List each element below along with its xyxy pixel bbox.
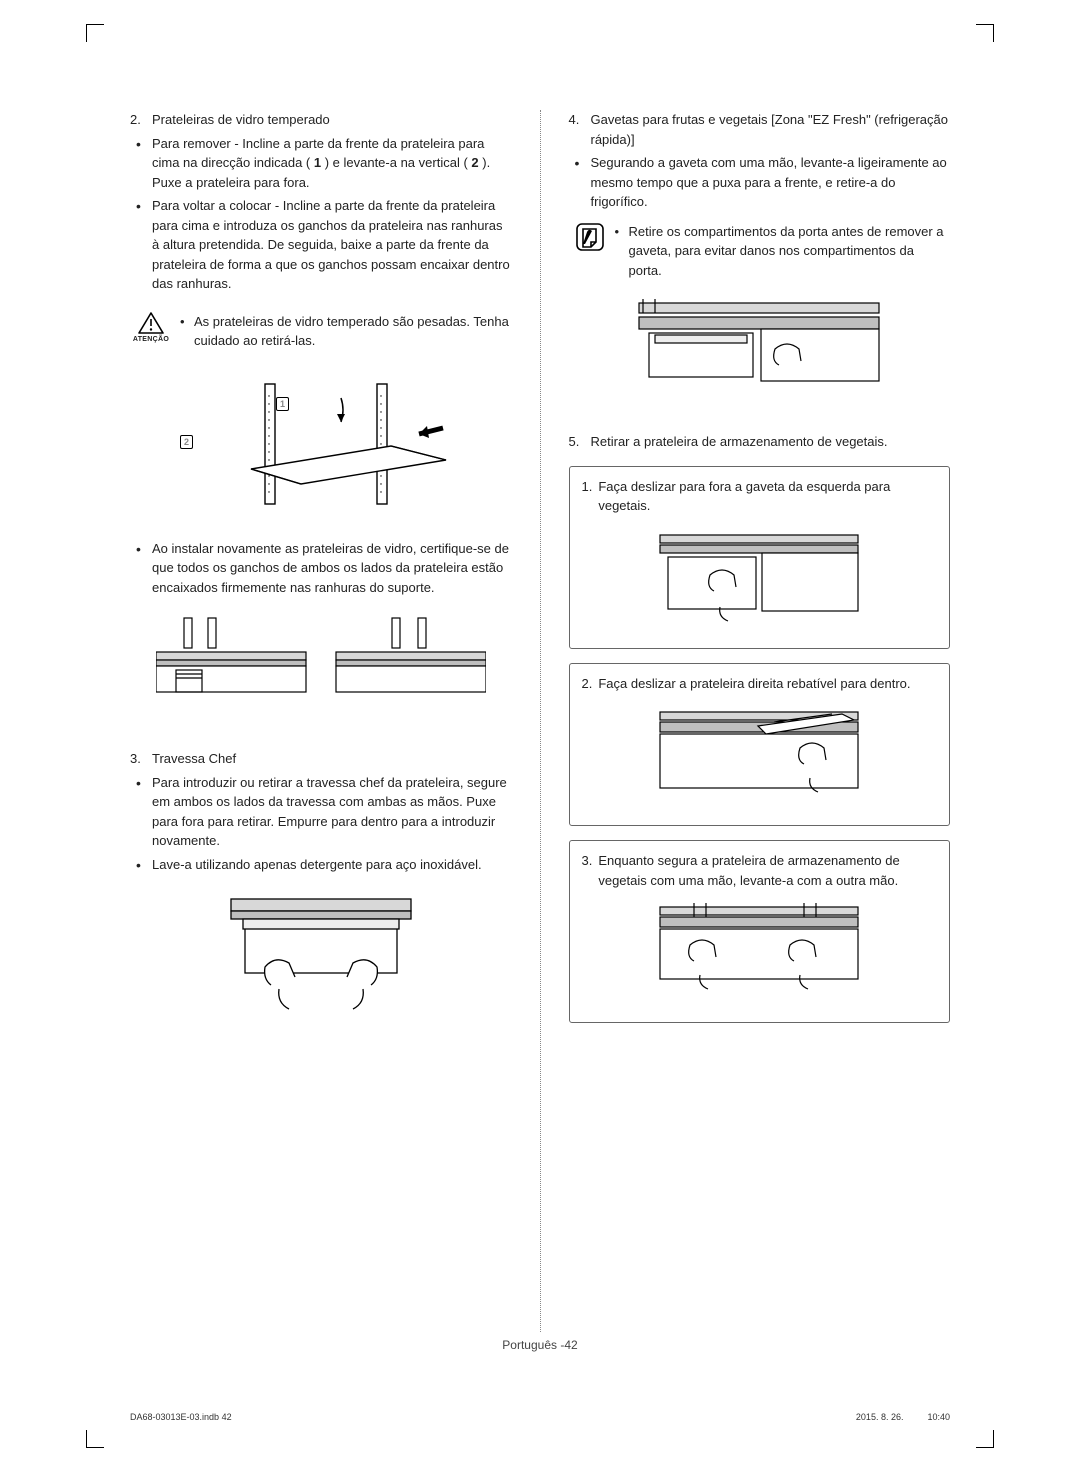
item-2-bullet-3: Ao instalar novamente as prateleiras de … <box>130 539 512 598</box>
item-4-title: Gavetas para frutas e vegetais [Zona "EZ… <box>591 112 949 147</box>
callout-1: 1 <box>276 397 289 411</box>
caution-label: ATENÇÃO <box>133 335 169 346</box>
illustration-shelf-remove: 1 2 <box>130 369 512 529</box>
item-3-bullet-1: Para introduzir ou retirar a travessa ch… <box>130 773 512 851</box>
callout-2: 2 <box>180 435 193 449</box>
note-text: Retire os compartimentos da porta antes … <box>615 222 951 281</box>
step-box-3: 3. Enquanto segura a prateleira de armaz… <box>569 840 951 1023</box>
illustration-step-2 <box>582 703 938 803</box>
item-2-bullets: Para remover - Incline a parte da frente… <box>130 134 512 294</box>
caution-block: ATENÇÃO As prateleiras de vidro temperad… <box>130 312 512 351</box>
item-2-bullet-2: Para voltar a colocar - Incline a parte … <box>130 196 512 294</box>
illustration-step-1 <box>582 526 938 626</box>
column-divider <box>540 110 541 1332</box>
step-box-2: 2. Faça deslizar a prateleira direita re… <box>569 663 951 827</box>
item-3: 3. Travessa Chef <box>130 749 512 769</box>
item-3-number: 3. <box>130 749 141 769</box>
print-date: 2015. 8. 26. <box>856 1411 904 1425</box>
item-4-bullets: Segurando a gaveta com uma mão, levante-… <box>569 153 951 212</box>
item-5-number: 5. <box>569 432 580 452</box>
step-3-text: Enquanto segura a prateleira de armazena… <box>598 851 937 890</box>
caution-text: As prateleiras de vidro temperado são pe… <box>180 312 512 351</box>
list-left: 2. Prateleiras de vidro temperado <box>130 110 512 130</box>
footer-lang: Português - <box>502 1338 564 1352</box>
illustration-drawer-remove <box>569 290 951 400</box>
print-file: DA68-03013E-03.indb 42 <box>130 1411 232 1425</box>
item-3-bullet-2: Lave-a utilizando apenas detergente para… <box>130 855 512 875</box>
list-right-5: 5. Retirar a prateleira de armazenamento… <box>569 432 951 452</box>
page-content: 2. Prateleiras de vidro temperado Para r… <box>130 110 950 1332</box>
caution-icon: ATENÇÃO <box>130 312 172 346</box>
item-2-bullets-2: Ao instalar novamente as prateleiras de … <box>130 539 512 598</box>
item-5: 5. Retirar a prateleira de armazenamento… <box>569 432 951 452</box>
crop-mark-tl <box>86 24 104 42</box>
note-icon <box>575 222 605 252</box>
step-2-text: Faça deslizar a prateleira direita rebat… <box>598 674 910 694</box>
item-4-number: 4. <box>569 110 580 130</box>
item-2-title: Prateleiras de vidro temperado <box>152 112 330 127</box>
step-1-text: Faça deslizar para fora a gaveta da esqu… <box>598 477 937 516</box>
list-left-3: 3. Travessa Chef <box>130 749 512 769</box>
print-line: DA68-03013E-03.indb 42 2015. 8. 26. 10:4… <box>130 1411 950 1425</box>
page-footer: Português -42 <box>0 1336 1080 1354</box>
footer-page: 42 <box>564 1338 577 1352</box>
step-box-1: 1. Faça deslizar para fora a gaveta da e… <box>569 466 951 649</box>
illustration-shelf-hooks <box>130 607 512 717</box>
step-2-number: 2. <box>582 674 593 694</box>
print-time: 10:40 <box>927 1411 950 1425</box>
illustration-step-3 <box>582 900 938 1000</box>
item-4-bullet-1: Segurando a gaveta com uma mão, levante-… <box>569 153 951 212</box>
item-3-bullets: Para introduzir ou retirar a travessa ch… <box>130 773 512 875</box>
item-3-title: Travessa Chef <box>152 751 236 766</box>
crop-mark-tr <box>976 24 994 42</box>
list-right-4: 4. Gavetas para frutas e vegetais [Zona … <box>569 110 951 149</box>
step-3-number: 3. <box>582 851 593 890</box>
left-column: 2. Prateleiras de vidro temperado Para r… <box>130 110 512 1332</box>
item-4: 4. Gavetas para frutas e vegetais [Zona … <box>569 110 951 149</box>
crop-mark-br <box>976 1430 994 1448</box>
item-2-bullet-1: Para remover - Incline a parte da frente… <box>130 134 512 193</box>
right-column: 4. Gavetas para frutas e vegetais [Zona … <box>569 110 951 1332</box>
item-2-number: 2. <box>130 110 141 130</box>
crop-mark-bl <box>86 1430 104 1448</box>
item-5-title: Retirar a prateleira de armazenamento de… <box>591 434 888 449</box>
step-1-number: 1. <box>582 477 593 516</box>
item-2: 2. Prateleiras de vidro temperado <box>130 110 512 130</box>
illustration-chef-tray <box>130 884 512 1024</box>
note-block: Retire os compartimentos da porta antes … <box>569 222 951 281</box>
